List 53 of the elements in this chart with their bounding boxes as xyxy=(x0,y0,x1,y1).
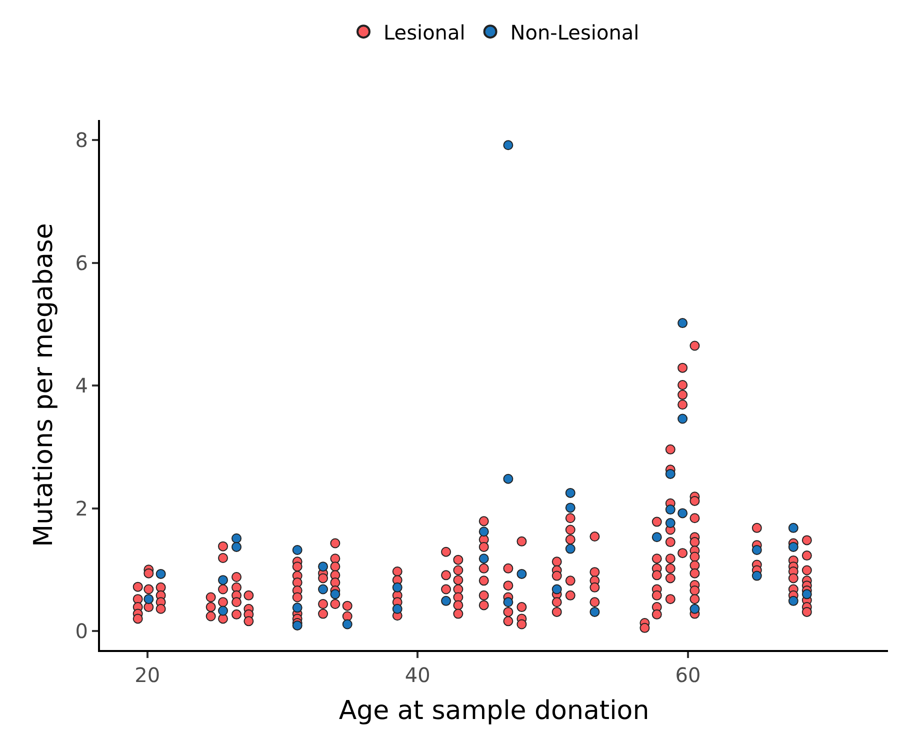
y-tick-label: 6 xyxy=(75,250,88,275)
point xyxy=(752,570,762,581)
point xyxy=(478,554,489,564)
point xyxy=(652,532,662,542)
y-tick-label: 4 xyxy=(75,374,88,398)
point xyxy=(318,562,328,572)
point xyxy=(565,544,576,554)
point xyxy=(678,318,688,328)
point xyxy=(665,518,676,528)
point xyxy=(565,488,576,498)
y-tick-label: 8 xyxy=(75,128,88,152)
point xyxy=(503,474,514,484)
x-tick-label: 40 xyxy=(404,663,430,687)
point xyxy=(552,584,562,594)
point xyxy=(503,597,514,608)
point xyxy=(218,575,228,586)
point xyxy=(232,533,242,544)
point xyxy=(665,504,676,515)
point xyxy=(156,568,166,579)
point xyxy=(318,584,328,594)
legend-label: Non-Lesional xyxy=(510,20,640,44)
point xyxy=(144,594,154,604)
point xyxy=(678,414,688,424)
point xyxy=(342,619,352,630)
point xyxy=(478,526,489,537)
point xyxy=(292,545,302,556)
point xyxy=(788,542,798,552)
point xyxy=(330,589,340,600)
point xyxy=(690,604,700,614)
point xyxy=(292,620,302,630)
point xyxy=(232,542,242,552)
point xyxy=(218,606,228,616)
point xyxy=(752,545,762,556)
x-axis-title: Age at sample donation xyxy=(338,696,650,726)
point xyxy=(665,468,676,479)
point xyxy=(503,140,514,150)
y-axis-title: Mutations per megabase xyxy=(29,223,60,547)
legend-label: Lesional xyxy=(384,20,466,44)
point xyxy=(392,582,402,592)
point xyxy=(516,568,527,579)
point xyxy=(590,606,600,617)
point xyxy=(292,602,302,613)
point xyxy=(788,522,798,533)
point xyxy=(802,589,812,600)
y-tick-label: 2 xyxy=(75,496,88,520)
point xyxy=(678,508,688,518)
point xyxy=(565,502,576,513)
point xyxy=(392,604,402,614)
point xyxy=(441,596,452,606)
y-tick-label: 0 xyxy=(75,618,88,643)
point xyxy=(788,596,798,606)
x-tick-label: 60 xyxy=(675,663,701,687)
x-tick-label: 20 xyxy=(134,663,160,687)
